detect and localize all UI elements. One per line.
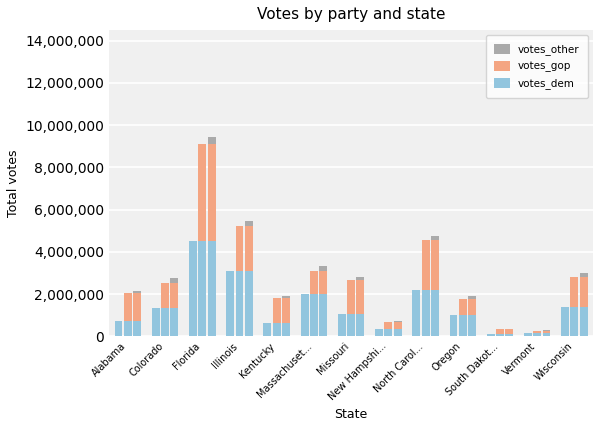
Bar — [319, 294, 327, 336]
Bar — [124, 293, 132, 321]
Bar — [505, 329, 513, 334]
Bar — [310, 271, 318, 294]
Bar — [571, 277, 578, 307]
Bar — [347, 280, 355, 314]
Bar — [226, 271, 234, 336]
Bar — [263, 323, 271, 336]
Bar — [571, 307, 578, 336]
Bar — [385, 321, 392, 329]
Bar — [273, 323, 281, 336]
Bar — [170, 278, 178, 282]
Bar — [115, 321, 122, 336]
Bar — [152, 308, 160, 336]
Bar — [580, 277, 588, 307]
Bar — [356, 280, 364, 314]
Bar — [542, 333, 550, 336]
Bar — [431, 290, 439, 336]
Bar — [459, 315, 467, 336]
Bar — [505, 334, 513, 336]
Bar — [468, 315, 476, 336]
Bar — [319, 266, 327, 271]
Bar — [561, 307, 569, 336]
Y-axis label: Total votes: Total votes — [7, 149, 20, 217]
Bar — [236, 271, 244, 336]
Bar — [124, 321, 132, 336]
Bar — [199, 144, 206, 241]
Bar — [422, 290, 430, 336]
Bar — [133, 321, 141, 336]
Bar — [310, 294, 318, 336]
Bar — [338, 314, 346, 336]
Bar — [170, 308, 178, 336]
Bar — [189, 241, 197, 336]
Bar — [170, 282, 178, 308]
Bar — [580, 273, 588, 277]
Bar — [459, 299, 467, 315]
Bar — [282, 297, 290, 323]
Bar — [431, 240, 439, 290]
Bar — [449, 315, 457, 336]
Bar — [524, 333, 532, 336]
Bar — [161, 308, 169, 336]
X-axis label: State: State — [335, 408, 368, 421]
Bar — [245, 271, 253, 336]
Bar — [208, 137, 215, 144]
Bar — [282, 296, 290, 297]
Bar — [542, 330, 550, 333]
Bar — [199, 241, 206, 336]
Bar — [282, 323, 290, 336]
Bar — [580, 307, 588, 336]
Bar — [487, 334, 494, 336]
Bar — [468, 296, 476, 299]
Bar — [412, 290, 420, 336]
Bar — [236, 226, 244, 271]
Bar — [245, 226, 253, 271]
Bar — [161, 282, 169, 308]
Bar — [431, 236, 439, 240]
Bar — [496, 329, 504, 334]
Title: Votes by party and state: Votes by party and state — [257, 7, 445, 22]
Bar — [394, 329, 401, 336]
Bar — [533, 333, 541, 336]
Bar — [422, 240, 430, 290]
Bar — [208, 241, 215, 336]
Bar — [375, 329, 383, 336]
Bar — [319, 271, 327, 294]
Bar — [347, 314, 355, 336]
Bar — [385, 329, 392, 336]
Legend: votes_other, votes_gop, votes_dem: votes_other, votes_gop, votes_dem — [485, 35, 588, 98]
Bar — [245, 221, 253, 226]
Bar — [133, 293, 141, 321]
Bar — [468, 299, 476, 315]
Bar — [208, 144, 215, 241]
Bar — [496, 334, 504, 336]
Bar — [533, 330, 541, 333]
Bar — [133, 291, 141, 293]
Bar — [301, 294, 308, 336]
Bar — [356, 277, 364, 280]
Bar — [273, 297, 281, 323]
Bar — [394, 321, 401, 329]
Bar — [356, 314, 364, 336]
